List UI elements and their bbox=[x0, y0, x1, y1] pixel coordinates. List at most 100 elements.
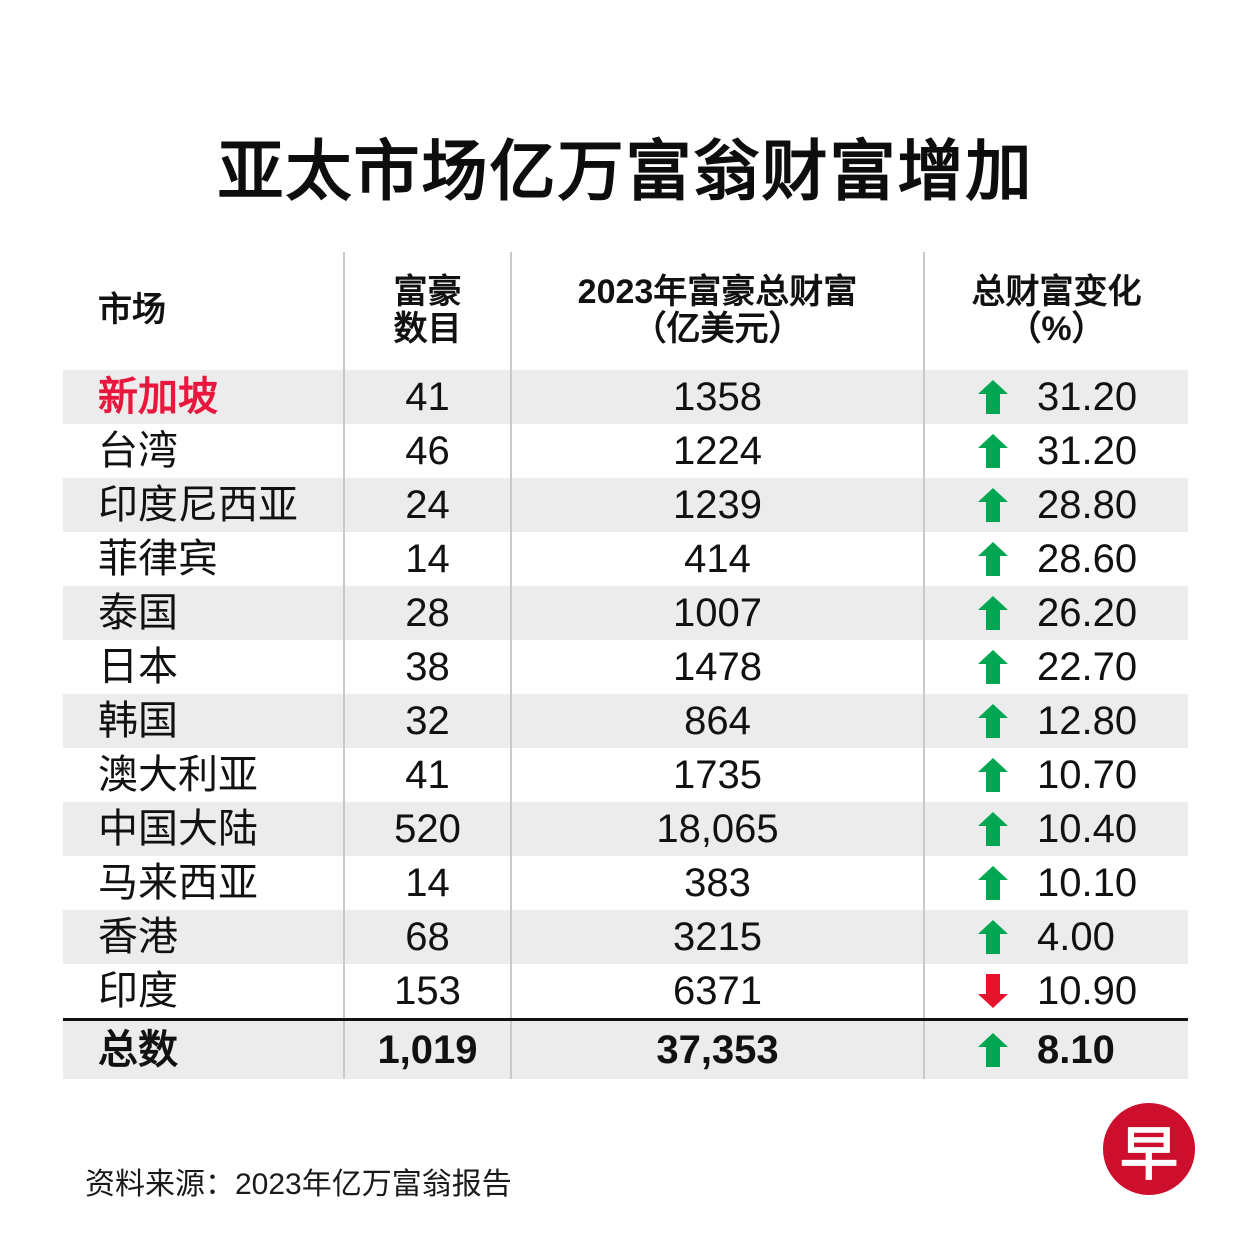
count-cell: 1,019 bbox=[343, 1021, 510, 1079]
up-arrow-icon bbox=[977, 758, 1009, 792]
change-cell: 12.80 bbox=[923, 694, 1188, 748]
change-cell: 22.70 bbox=[923, 640, 1188, 694]
market-cell: 日本 bbox=[98, 645, 178, 689]
page-title: 亚太市场亿万富翁财富增加 bbox=[217, 134, 1034, 208]
header-wealth: 2023年富豪总财富 （亿美元） bbox=[510, 252, 923, 370]
change-cell: 31.20 bbox=[923, 424, 1188, 478]
wealth-cell: 1358 bbox=[510, 370, 923, 424]
market-cell: 菲律宾 bbox=[98, 537, 218, 581]
change-cell: 28.60 bbox=[923, 532, 1188, 586]
count-cell: 68 bbox=[343, 910, 510, 964]
wealth-cell: 6371 bbox=[510, 964, 923, 1018]
change-value: 22.70 bbox=[1037, 645, 1138, 689]
wealth-cell: 1735 bbox=[510, 748, 923, 802]
up-arrow-icon bbox=[977, 866, 1009, 900]
table-row: 马来西亚 14 383 10.10 bbox=[63, 856, 1188, 910]
up-arrow-icon bbox=[977, 596, 1009, 630]
change-value: 31.20 bbox=[1037, 429, 1138, 473]
count-cell: 41 bbox=[343, 370, 510, 424]
count-cell: 24 bbox=[343, 478, 510, 532]
market-cell: 澳大利亚 bbox=[98, 753, 258, 797]
wealth-cell: 3215 bbox=[510, 910, 923, 964]
table-row: 新加坡 41 1358 31.20 bbox=[63, 370, 1188, 424]
market-cell: 韩国 bbox=[98, 699, 178, 743]
change-cell: 10.90 bbox=[923, 964, 1188, 1018]
change-cell: 31.20 bbox=[923, 370, 1188, 424]
logo-character: 早 bbox=[1119, 1122, 1178, 1187]
table-row: 韩国 32 864 12.80 bbox=[63, 694, 1188, 748]
change-cell: 28.80 bbox=[923, 478, 1188, 532]
change-cell: 8.10 bbox=[923, 1021, 1188, 1079]
count-cell: 28 bbox=[343, 586, 510, 640]
source-text: 资料来源：2023年亿万富翁报告 bbox=[85, 1168, 512, 1201]
table-row: 菲律宾 14 414 28.60 bbox=[63, 532, 1188, 586]
change-cell: 10.10 bbox=[923, 856, 1188, 910]
count-cell: 32 bbox=[343, 694, 510, 748]
change-cell: 10.70 bbox=[923, 748, 1188, 802]
zaobao-logo-icon: 早 bbox=[1103, 1103, 1195, 1195]
count-cell: 14 bbox=[343, 532, 510, 586]
market-cell: 泰国 bbox=[98, 591, 178, 635]
change-cell: 4.00 bbox=[923, 910, 1188, 964]
table-row: 印度 153 6371 10.90 bbox=[63, 964, 1188, 1018]
up-arrow-icon bbox=[977, 812, 1009, 846]
up-arrow-icon bbox=[977, 434, 1009, 468]
header-change: 总财富变化 （%） bbox=[923, 252, 1188, 370]
up-arrow-icon bbox=[977, 650, 1009, 684]
wealth-cell: 1224 bbox=[510, 424, 923, 478]
table-row: 泰国 28 1007 26.20 bbox=[63, 586, 1188, 640]
table-body: 新加坡 41 1358 31.20 台湾 46 1224 31.20 印度尼西亚 24 1239 28… bbox=[63, 370, 1188, 1079]
wealth-cell: 1478 bbox=[510, 640, 923, 694]
up-arrow-icon bbox=[977, 1033, 1009, 1067]
wealth-cell: 383 bbox=[510, 856, 923, 910]
change-value: 10.90 bbox=[1037, 969, 1138, 1013]
count-cell: 38 bbox=[343, 640, 510, 694]
change-value: 4.00 bbox=[1037, 915, 1115, 959]
table-row: 中国大陆 520 18,065 10.40 bbox=[63, 802, 1188, 856]
change-value: 8.10 bbox=[1037, 1028, 1115, 1072]
market-cell: 印度 bbox=[98, 969, 178, 1013]
table-row: 印度尼西亚 24 1239 28.80 bbox=[63, 478, 1188, 532]
change-value: 12.80 bbox=[1037, 699, 1138, 743]
count-cell: 520 bbox=[343, 802, 510, 856]
count-cell: 46 bbox=[343, 424, 510, 478]
change-value: 26.20 bbox=[1037, 591, 1138, 635]
change-value: 28.60 bbox=[1037, 537, 1138, 581]
market-cell: 总数 bbox=[98, 1028, 178, 1072]
wealth-cell: 18,065 bbox=[510, 802, 923, 856]
table-row: 日本 38 1478 22.70 bbox=[63, 640, 1188, 694]
wealth-cell: 37,353 bbox=[510, 1021, 923, 1079]
change-value: 28.80 bbox=[1037, 483, 1138, 527]
count-cell: 41 bbox=[343, 748, 510, 802]
table-row: 台湾 46 1224 31.20 bbox=[63, 424, 1188, 478]
table-row: 香港 68 3215 4.00 bbox=[63, 910, 1188, 964]
market-cell: 印度尼西亚 bbox=[98, 483, 298, 527]
change-cell: 26.20 bbox=[923, 586, 1188, 640]
change-value: 10.70 bbox=[1037, 753, 1138, 797]
wealth-table: 市场 富豪 数目 2023年富豪总财富 （亿美元） 总财富变化 （%） 新加坡 4… bbox=[63, 252, 1188, 1079]
table-header-row: 市场 富豪 数目 2023年富豪总财富 （亿美元） 总财富变化 （%） bbox=[63, 252, 1188, 370]
wealth-cell: 864 bbox=[510, 694, 923, 748]
up-arrow-icon bbox=[977, 920, 1009, 954]
down-arrow-icon bbox=[977, 974, 1009, 1008]
market-cell: 马来西亚 bbox=[98, 861, 258, 905]
change-cell: 10.40 bbox=[923, 802, 1188, 856]
market-cell: 中国大陆 bbox=[98, 807, 258, 851]
table-row: 澳大利亚 41 1735 10.70 bbox=[63, 748, 1188, 802]
up-arrow-icon bbox=[977, 380, 1009, 414]
wealth-cell: 414 bbox=[510, 532, 923, 586]
market-cell: 台湾 bbox=[98, 429, 178, 473]
wealth-cell: 1239 bbox=[510, 478, 923, 532]
header-market: 市场 bbox=[98, 291, 166, 330]
up-arrow-icon bbox=[977, 542, 1009, 576]
change-value: 10.10 bbox=[1037, 861, 1138, 905]
wealth-cell: 1007 bbox=[510, 586, 923, 640]
up-arrow-icon bbox=[977, 488, 1009, 522]
market-cell: 新加坡 bbox=[98, 375, 218, 419]
change-value: 31.20 bbox=[1037, 375, 1138, 419]
change-value: 10.40 bbox=[1037, 807, 1138, 851]
total-row: 总数 1,019 37,353 8.10 bbox=[63, 1018, 1188, 1079]
up-arrow-icon bbox=[977, 704, 1009, 738]
count-cell: 14 bbox=[343, 856, 510, 910]
